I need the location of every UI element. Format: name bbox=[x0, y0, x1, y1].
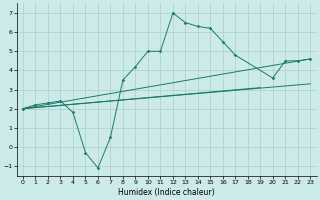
X-axis label: Humidex (Indice chaleur): Humidex (Indice chaleur) bbox=[118, 188, 215, 197]
